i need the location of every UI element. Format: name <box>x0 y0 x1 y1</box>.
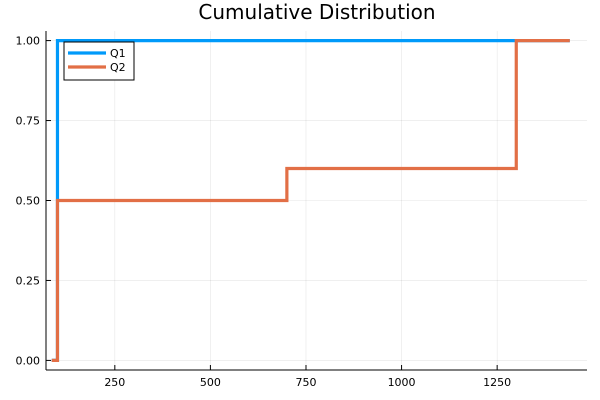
y-tick-label: 0.25 <box>16 274 41 287</box>
legend-label-q2: Q2 <box>110 61 126 74</box>
y-tick-label: 0.75 <box>16 115 41 128</box>
series-line-q2 <box>51 38 570 363</box>
tick-labels: 250 500 750 1000 1250 0.00 0.25 0.50 0.75 1.00 <box>16 35 512 389</box>
y-tick-label: 0.00 <box>16 354 41 367</box>
chart-title: Cumulative Distribution <box>198 0 435 24</box>
legend-box <box>63 41 135 81</box>
x-tick-label: 500 <box>200 376 221 389</box>
y-tick-label: 1.00 <box>16 35 41 48</box>
x-tick-label: 1000 <box>388 376 416 389</box>
legend-label-q1: Q1 <box>110 47 126 60</box>
x-tick-label: 1250 <box>483 376 511 389</box>
x-tick-label: 750 <box>295 376 316 389</box>
series-layer <box>51 38 570 363</box>
y-tick-label: 0.50 <box>16 195 41 208</box>
x-tick-label: 250 <box>104 376 125 389</box>
axes <box>45 31 587 371</box>
